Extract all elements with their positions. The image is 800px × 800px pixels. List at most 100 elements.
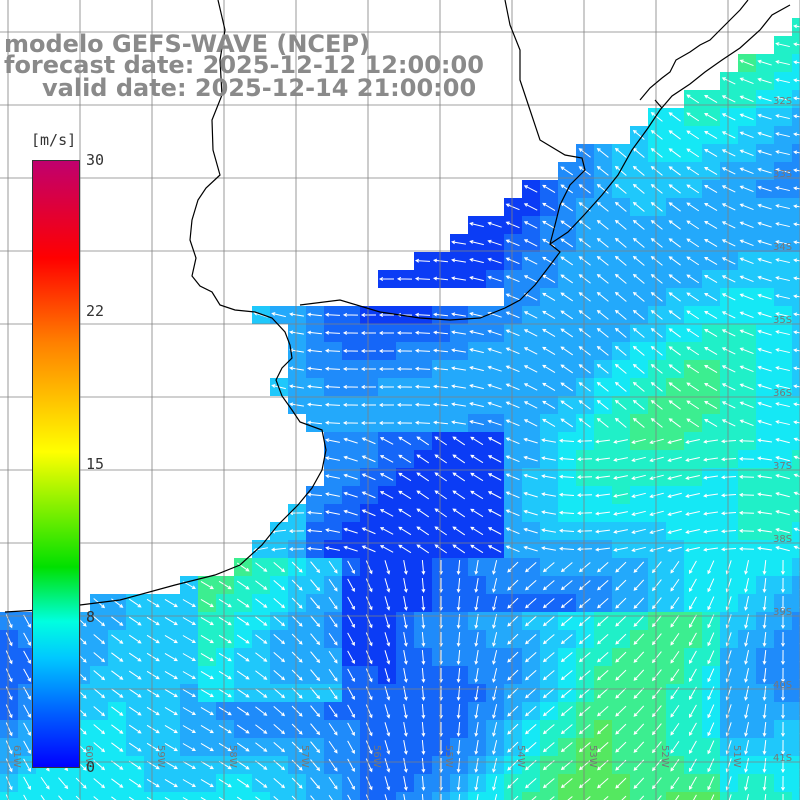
wind-arrow (414, 276, 431, 281)
wind-arrow (720, 493, 737, 498)
wind-arrow (347, 758, 355, 773)
colorbar-tick-22: 22 (86, 302, 105, 320)
wind-arrow (434, 436, 448, 446)
wind-arrow (703, 457, 718, 462)
wind-arrow (651, 651, 662, 664)
wind-arrow (632, 309, 645, 320)
wind-arrow (578, 382, 591, 392)
wind-arrow (456, 721, 461, 738)
wind-arrow (670, 740, 680, 754)
wind-arrow (721, 149, 736, 157)
wind-arrow (146, 706, 160, 716)
wind-arrow (289, 366, 304, 371)
wind-arrow (523, 185, 538, 193)
wind-arrow (324, 330, 341, 335)
wind-arrow (560, 328, 574, 338)
wind-arrow (325, 492, 340, 497)
wind-arrow (757, 257, 772, 264)
wind-arrow (614, 363, 627, 374)
wind-arrow (597, 723, 609, 735)
wind-arrow (775, 455, 790, 462)
wind-arrow (505, 257, 520, 265)
wind-arrow (505, 275, 520, 283)
wind-arrow (721, 257, 736, 265)
wind-arrow (668, 328, 681, 338)
wind-arrow (434, 544, 448, 554)
wind-arrow (615, 651, 627, 663)
wind-arrow (505, 401, 520, 409)
latitude-label: 35S (773, 315, 792, 326)
wind-arrow (218, 634, 232, 644)
wind-arrow (632, 201, 645, 212)
wind-arrow (650, 273, 663, 284)
wind-arrow (273, 778, 286, 789)
wind-arrow (668, 382, 681, 392)
wind-arrow (523, 473, 538, 480)
wind-arrow (670, 704, 680, 718)
wind-arrow (403, 650, 408, 665)
wind-arrow (739, 77, 754, 85)
wind-arrow (685, 493, 700, 498)
wind-arrow (182, 599, 196, 608)
wind-arrow (291, 597, 303, 609)
wind-arrow (738, 492, 755, 497)
wind-arrow (614, 147, 627, 158)
wind-arrow (5, 758, 13, 773)
wind-arrow (470, 472, 484, 482)
wind-arrow (507, 651, 519, 663)
wind-arrow (492, 650, 498, 665)
wind-arrow (651, 633, 662, 646)
wind-arrow (780, 667, 785, 684)
wind-arrow (793, 402, 800, 407)
wind-arrow (793, 78, 800, 83)
wind-arrow (505, 491, 520, 499)
wind-arrow (596, 309, 609, 320)
wind-speed-cell (792, 774, 800, 792)
wind-speed-cell (198, 792, 216, 800)
latitude-label: 41S (773, 753, 792, 764)
wind-arrow (398, 526, 412, 536)
wind-arrow (578, 580, 591, 591)
latitude-label: 37S (773, 461, 792, 472)
wind-arrow (146, 724, 160, 734)
wind-arrow (704, 418, 718, 427)
wind-arrow (343, 491, 358, 498)
wind-arrow (111, 670, 124, 680)
wind-arrow (560, 706, 573, 717)
wind-arrow (403, 668, 408, 683)
wind-arrow (236, 616, 250, 626)
wind-arrow (793, 186, 800, 191)
wind-arrow (728, 794, 732, 800)
wind-arrow (707, 722, 715, 737)
wind-arrow (668, 274, 681, 284)
wind-arrow (146, 598, 160, 608)
wind-arrow (596, 219, 609, 230)
wind-arrow (505, 311, 520, 319)
wind-arrow (596, 291, 609, 302)
wind-arrow (744, 704, 749, 719)
wind-arrow (23, 794, 28, 800)
wind-arrow (403, 740, 408, 755)
wind-arrow (365, 740, 373, 755)
wind-arrow (542, 184, 556, 194)
wind-arrow (469, 420, 484, 426)
wind-arrow (686, 256, 700, 266)
wind-arrow (93, 688, 106, 699)
wind-arrow (739, 311, 754, 319)
wind-arrow (513, 795, 519, 800)
wind-arrow (578, 742, 591, 753)
wind-arrow (793, 545, 800, 550)
wind-arrow (793, 204, 800, 209)
wind-arrow (633, 723, 645, 735)
wind-arrow (164, 599, 178, 608)
wind-arrow (378, 403, 395, 407)
wind-arrow (632, 327, 645, 338)
wind-arrow (451, 312, 466, 317)
wind-arrow (200, 779, 214, 788)
wind-arrow (542, 328, 556, 338)
wind-arrow (255, 616, 268, 626)
wind-arrow (780, 649, 785, 666)
wind-arrow (614, 327, 627, 338)
wind-arrow (524, 723, 537, 735)
wind-arrow (306, 420, 323, 425)
